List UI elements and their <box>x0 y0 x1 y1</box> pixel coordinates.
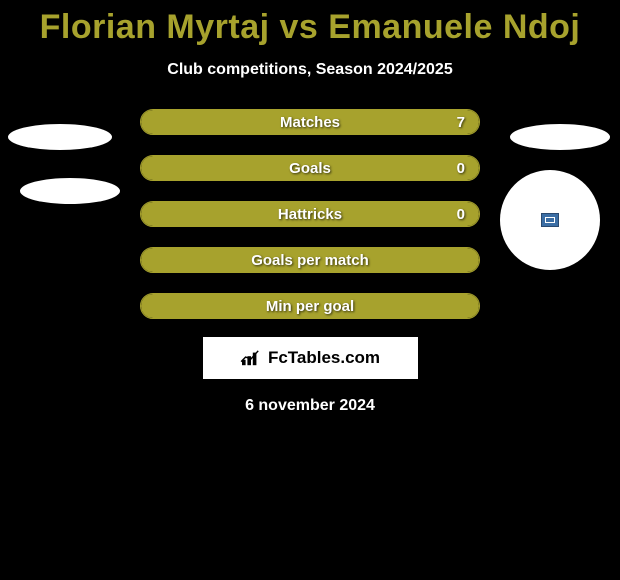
stat-row: Min per goal <box>140 293 480 319</box>
stat-value: 7 <box>457 110 465 134</box>
stat-row: Goals 0 <box>140 155 480 181</box>
decorative-ellipse <box>8 124 112 150</box>
decorative-ellipse <box>20 178 120 204</box>
stat-label: Goals per match <box>141 248 479 272</box>
stat-row: Hattricks 0 <box>140 201 480 227</box>
logo-text: FcTables.com <box>268 348 380 368</box>
logo-box: FcTables.com <box>203 337 418 379</box>
stat-label: Min per goal <box>141 294 479 318</box>
stat-row: Goals per match <box>140 247 480 273</box>
stat-label: Matches <box>141 110 479 134</box>
decorative-circle <box>500 170 600 270</box>
flag-icon <box>541 213 559 227</box>
stat-label: Goals <box>141 156 479 180</box>
page-subtitle: Club competitions, Season 2024/2025 <box>0 61 620 79</box>
stat-value: 0 <box>457 202 465 226</box>
date-text: 6 november 2024 <box>0 397 620 415</box>
page-title: Florian Myrtaj vs Emanuele Ndoj <box>0 0 620 47</box>
chart-icon <box>240 349 262 367</box>
stat-value: 0 <box>457 156 465 180</box>
stats-container: Matches 7 Goals 0 Hattricks 0 Goals per … <box>140 109 480 319</box>
stat-label: Hattricks <box>141 202 479 226</box>
stat-row: Matches 7 <box>140 109 480 135</box>
decorative-ellipse <box>510 124 610 150</box>
